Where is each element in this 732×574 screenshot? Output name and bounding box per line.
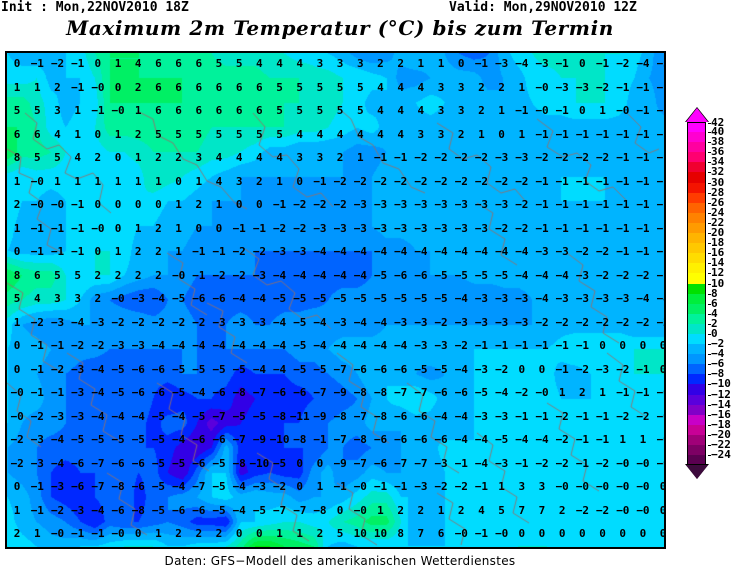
colorbar-tick-label: 24	[708, 206, 732, 219]
colorbar-tick-label: 8	[708, 287, 732, 300]
colorbar-tick-label: 6	[708, 297, 732, 310]
temperature-colorbar: 42 40 38 36 34 32 30 28 26 24 22 20 18 16 14 12 10 8 6 4 2 0−…	[676, 107, 732, 504]
colorbar-bottom-arrow-icon	[686, 465, 708, 480]
colorbar-cell: −18	[687, 418, 731, 435]
colorbar-cell: 16	[687, 247, 724, 264]
colorbar-cell: 0	[687, 327, 718, 345]
colorbar-tick-label: 16	[708, 247, 732, 259]
colorbar-tick-label: 42	[708, 117, 732, 129]
colorbar-cell: −14	[687, 398, 731, 415]
colorbar-tick-label: 34	[708, 156, 732, 168]
colorbar-cell: 40	[687, 126, 724, 143]
colorbar-cell: 14	[687, 257, 724, 274]
colorbar-cell: 42	[687, 117, 724, 133]
colorbar-tick-label: 40	[708, 126, 732, 138]
colorbar-cell: 6	[687, 297, 718, 314]
colorbar-tick-label: 36	[708, 146, 732, 158]
colorbar-cell: 18	[687, 237, 724, 254]
temperature-map[interactable]: 0 −1 −2 −1 0 1 4 6 6 6 5 5 4 4 4 3 3 3 2 2 1 1 0 −1 −3 −4 −3 −1 0 −1−…	[5, 51, 666, 549]
colorbar-tick-label: 14	[708, 257, 732, 269]
colorbar-cell: 38	[687, 136, 724, 153]
colorbar-cell: −8	[687, 368, 724, 385]
colorbar-cell: 8	[687, 287, 718, 304]
colorbar-cell: −22	[687, 439, 731, 456]
colorbar-tick-label: −8	[708, 368, 732, 380]
colorbar-tick-label: −22	[708, 439, 732, 451]
colorbar-tick-label: −2	[708, 338, 732, 350]
colorbar-tick-label: −24	[708, 449, 732, 461]
colorbar-tick-label: −10	[708, 378, 732, 390]
header-bar: Init : Mon,22NOV2010 18Z Valid: Mon,29NO…	[0, 0, 732, 46]
colorbar-cell: 34	[687, 156, 724, 173]
colorbar-tick-label: 18	[708, 237, 732, 249]
colorbar-cell: 28	[687, 186, 724, 203]
colorbar-tick-label: −6	[708, 358, 732, 370]
colorbar-tick-label: 20	[708, 227, 732, 239]
colorbar-cell: 10	[687, 277, 724, 294]
colorbar-tick-label: −16	[708, 408, 732, 421]
colorbar-cell: −20	[687, 428, 731, 445]
colorbar-cell: 20	[687, 227, 724, 244]
colorbar-top-arrow-icon	[686, 108, 708, 122]
colorbar-cell: −10	[687, 378, 731, 395]
colorbar-tick-label: −14	[708, 398, 732, 411]
colorbar-tick-label: 28	[708, 186, 732, 199]
colorbar-cell: 36	[687, 146, 724, 163]
colorbar-tick-label: 26	[708, 196, 732, 209]
colorbar-tick-label: 22	[708, 216, 732, 229]
colorbar-cell: −4	[687, 348, 724, 365]
temperature-field-canvas	[7, 53, 664, 547]
colorbar-cell: −12	[687, 388, 731, 405]
colorbar-tick-label: −12	[708, 388, 732, 401]
colorbar-cell: 12	[687, 267, 724, 284]
colorbar-cell: −16	[687, 408, 731, 425]
colorbar-cell: 30	[687, 176, 724, 193]
colorbar-cell: 2	[687, 317, 718, 334]
colorbar-tick-label: −20	[708, 428, 732, 441]
colorbar-cell: −2	[687, 338, 724, 355]
colorbar-tick-label: 32	[708, 166, 732, 178]
colorbar-cell: −6	[687, 358, 724, 375]
colorbar-tick-label: 38	[708, 136, 732, 148]
colorbar-cell: 24	[687, 206, 724, 223]
colorbar-tick-label: 0	[708, 327, 732, 340]
init-time-label: Init : Mon,22NOV2010 18Z	[1, 0, 189, 15]
data-source-caption: Daten: GFS−Modell des amerikanischen Wet…	[164, 554, 516, 568]
colorbar-tick-label: 4	[708, 307, 732, 320]
colorbar-tick-label: 10	[708, 277, 732, 290]
colorbar-tick-label: −4	[708, 348, 732, 360]
colorbar-cell: 26	[687, 196, 724, 213]
page-title: Maximum 2m Temperatur (°C) bis zum Termi…	[66, 16, 614, 40]
colorbar-tick-label: 2	[708, 317, 732, 330]
colorbar-cell: 22	[687, 216, 724, 234]
colorbar-cell: 4	[687, 307, 718, 324]
valid-time-label: Valid: Mon,29NOV2010 12Z	[449, 0, 637, 15]
colorbar-tick-label: 12	[708, 267, 732, 279]
colorbar-cell: 32	[687, 166, 724, 183]
colorbar-tick-label: 30	[708, 176, 732, 189]
colorbar-cells: 42 40 38 36 34 32 30 28 26 24 22 20 18 16 14 12 10 8 6 4 2 0−…	[687, 117, 731, 466]
colorbar-tick-label: −18	[708, 418, 732, 431]
